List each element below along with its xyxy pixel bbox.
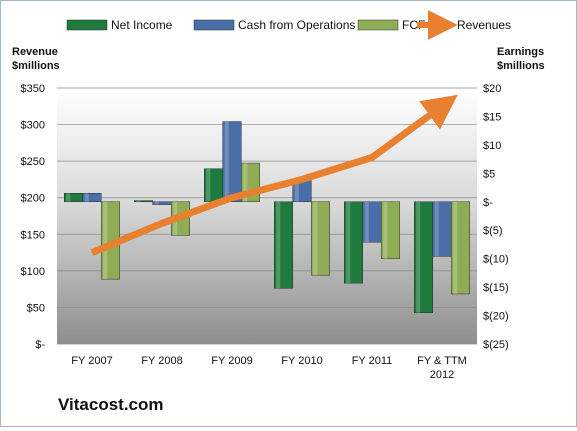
legend: Net Income Cash from Operations FCF Revenue… (66, 10, 511, 40)
bar-highlight (383, 201, 388, 259)
left-axis-title-line1: Revenue (12, 46, 58, 58)
bar-highlight (416, 201, 421, 313)
right-tick-label: $- (483, 197, 493, 209)
right-tick-label: $20 (483, 83, 501, 95)
bar-highlight (224, 121, 229, 202)
bar-layer (64, 121, 470, 313)
right-tick-label: $15 (483, 111, 501, 123)
left-tick-label: $100 (21, 266, 45, 278)
right-axis-ticks: $(25) $(20) $(15) $(10) $(5) $- $5 $10 $15 $20 (483, 83, 509, 351)
bar-net-income (134, 200, 153, 203)
right-tick-label: $(5) (483, 225, 503, 237)
left-tick-label: $50 (27, 302, 45, 314)
left-tick-label: $- (35, 339, 45, 351)
left-tick-label: $150 (21, 229, 45, 241)
bar-highlight (103, 201, 108, 280)
right-axis-title-line1: Earnings (497, 46, 545, 58)
x-tick-label: 2012 (430, 369, 454, 381)
x-tick-label: FY 2009 (211, 355, 252, 367)
bar-cash-from-operations (222, 121, 242, 203)
right-tick-label: $5 (483, 168, 495, 180)
right-axis-title: Earnings $millions (497, 45, 545, 73)
bar-fcf (451, 201, 470, 295)
x-tick-label: FY 2007 (71, 355, 112, 367)
legend-swatch (193, 19, 235, 31)
left-tick-label: $350 (21, 83, 45, 95)
legend-swatch (357, 19, 399, 31)
x-tick-label: FY 2008 (141, 355, 182, 367)
x-tick-label: FY 2010 (281, 355, 322, 367)
left-tick-label: $250 (21, 156, 45, 168)
brand-label: Vitacost.com (58, 395, 164, 414)
bar-highlight (243, 163, 248, 202)
legend-label: FCF (402, 18, 425, 32)
left-axis-ticks: $- $50 $100 $150 $200 $250 $300 $350 (21, 83, 46, 351)
legend-label: Revenues (457, 18, 511, 32)
bar-highlight (84, 193, 89, 202)
bar-highlight (434, 201, 439, 257)
left-axis-title: Revenue $millions (12, 45, 60, 73)
bar-highlight (364, 201, 369, 243)
legend-swatch (66, 19, 108, 31)
bar-highlight (294, 179, 299, 202)
bar-highlight (154, 201, 159, 205)
bar-highlight (346, 201, 351, 284)
right-tick-label: $(25) (483, 339, 509, 351)
bar-fcf (311, 201, 330, 276)
bar-net-income (414, 201, 433, 313)
left-tick-label: $300 (21, 120, 45, 132)
bar-cash-from-operations (82, 192, 102, 203)
revenue-line-layer (90, 94, 458, 256)
left-tick-label: $200 (21, 193, 45, 205)
x-tick-label: FY & TTM (417, 355, 467, 367)
bar-highlight (313, 201, 318, 276)
left-axis-title-line2: $millions (12, 60, 60, 72)
right-tick-label: $10 (483, 140, 501, 152)
bar-highlight (276, 201, 281, 289)
legend-label: Cash from Operations (238, 18, 355, 32)
x-tick-label: FY 2011 (352, 355, 393, 367)
bar-net-income (344, 201, 363, 284)
legend-label: Net Income (111, 18, 173, 32)
bar-highlight (206, 168, 211, 202)
bar-fcf (381, 201, 400, 259)
right-axis-title-line2: $millions (497, 60, 545, 72)
bar-highlight (66, 193, 71, 202)
right-tick-label: $(20) (483, 311, 509, 323)
bar-net-income (274, 201, 293, 289)
bar-highlight (136, 200, 141, 202)
right-tick-label: $(10) (483, 254, 509, 266)
x-axis-ticks: FY 2007 FY 2008 FY 2009 FY 2010 FY 2011 FY & … (71, 355, 467, 381)
bar-highlight (453, 201, 458, 294)
right-tick-label: $(15) (483, 282, 509, 294)
revenues-line (90, 94, 458, 256)
